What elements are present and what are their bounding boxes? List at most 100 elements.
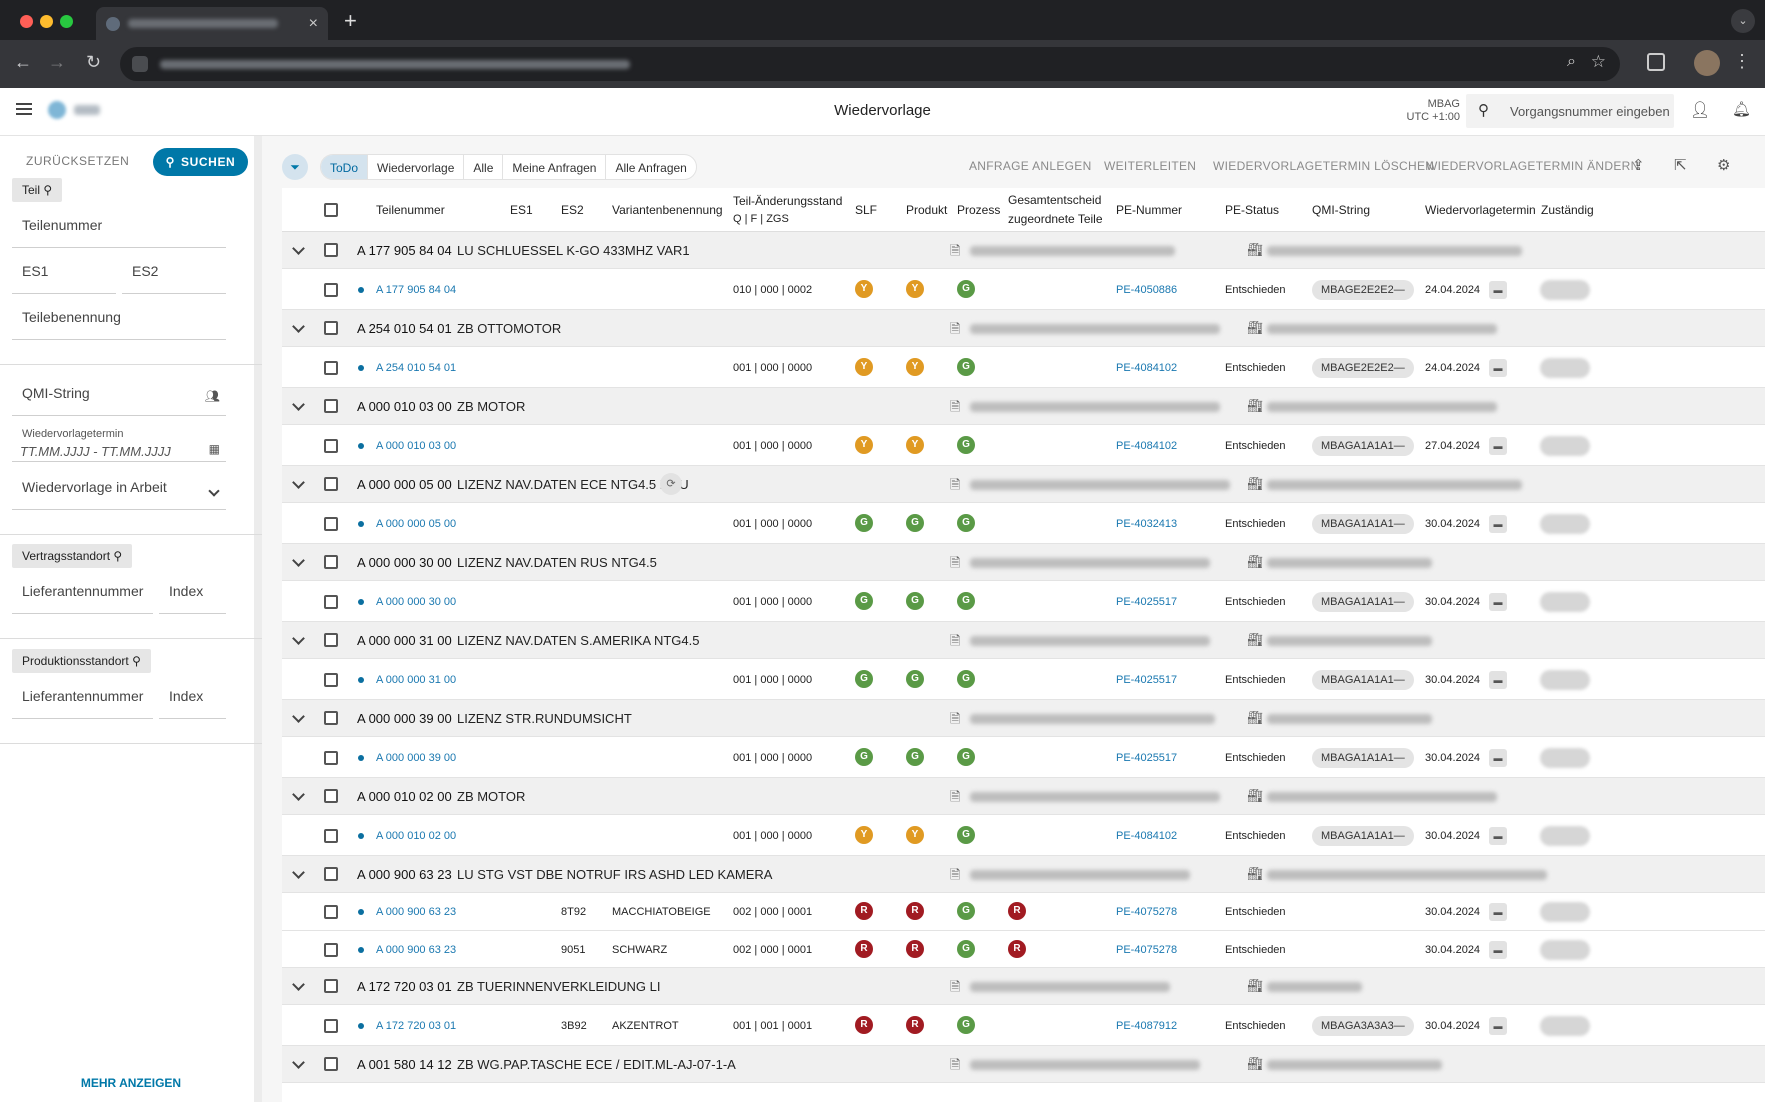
group-row[interactable]: A 254 010 54 01 ZB OTTOMOTOR 🗎︎ 🏭︎ — [282, 310, 1765, 347]
group-row[interactable]: A 177 905 84 04 LU SCHLUESSEL K-GO 433MHZ… — [282, 232, 1765, 269]
menu-icon[interactable] — [16, 103, 32, 115]
row-checkbox[interactable] — [324, 321, 338, 335]
comment-icon[interactable]: ▬ — [1489, 593, 1507, 611]
col-slf[interactable]: SLF — [855, 203, 878, 217]
comment-icon[interactable]: ▬ — [1489, 903, 1507, 921]
filter-chip-vertragsstandort[interactable]: Vertragsstandort ⚲ — [12, 544, 133, 568]
table-row[interactable]: A 000 900 63 23 8T92 MACCHIATOBEIGE 002 | 0… — [282, 893, 1765, 931]
row-checkbox[interactable] — [324, 243, 338, 257]
row-checkbox[interactable] — [324, 943, 338, 957]
comment-icon[interactable]: ▬ — [1489, 749, 1507, 767]
chevron-down-icon[interactable] — [292, 1056, 305, 1069]
part-number-link[interactable]: A 000 000 39 00 — [376, 752, 457, 764]
part-number-link[interactable]: A 172 720 03 01 — [376, 1020, 457, 1032]
chevron-down-icon[interactable] — [292, 788, 305, 801]
group-row[interactable]: A 000 010 02 00 ZB MOTOR 🗎︎ 🏭︎ — [282, 778, 1765, 815]
tab-alle[interactable]: Alle — [464, 155, 504, 179]
document-icon[interactable]: 🗎︎ — [950, 633, 961, 648]
calendar-icon[interactable]: ▦ — [208, 442, 220, 456]
col-qmi-string[interactable]: QMI-String — [1312, 203, 1371, 217]
comment-icon[interactable]: ▬ — [1489, 515, 1507, 533]
col-pe-status[interactable]: PE-Status — [1225, 203, 1280, 217]
people-icon[interactable]: 👥︎ — [204, 389, 220, 403]
create-request-button[interactable]: ANFRAGE ANLEGEN — [969, 159, 1092, 173]
pe-number-link[interactable]: PE-4084102 — [1116, 830, 1178, 842]
row-checkbox[interactable] — [324, 439, 338, 453]
es2-field[interactable]: ES2 — [122, 254, 226, 294]
pe-number-link[interactable]: PE-4084102 — [1116, 362, 1178, 374]
pe-number-link[interactable]: PE-4032413 — [1116, 518, 1178, 530]
part-number-link[interactable]: A 000 900 63 23 — [376, 944, 457, 956]
col-aenderungsstand[interactable]: Teil-Änderungsstand — [733, 194, 843, 208]
row-checkbox[interactable] — [324, 555, 338, 569]
teilenummer-field[interactable]: Teilenummer — [12, 208, 226, 248]
part-number-link[interactable]: A 254 010 54 01 — [376, 362, 457, 374]
delete-followup-date-button[interactable]: WIEDERVORLAGETERMIN LÖSCHEN — [1213, 159, 1435, 173]
pe-number-link[interactable]: PE-4087912 — [1116, 1020, 1178, 1032]
comment-icon[interactable]: ▬ — [1489, 1017, 1507, 1035]
group-row[interactable]: A 000 000 30 00 LIZENZ NAV.DATEN RUS NTG4… — [282, 544, 1765, 581]
group-row[interactable]: A 001 580 14 12 ZB WG.PAP.TASCHE ECE / ED… — [282, 1046, 1765, 1083]
document-icon[interactable]: 🗎︎ — [950, 399, 961, 414]
table-row[interactable]: A 172 720 03 01 3B92 AKZENTROT 001 | 001 | … — [282, 1005, 1765, 1046]
group-row[interactable]: A 000 900 63 23 LU STG VST DBE NOTRUF IRS… — [282, 856, 1765, 893]
table-row[interactable]: A 000 000 39 00 001 | 000 | 0000 G G G PE-402… — [282, 737, 1765, 778]
chevron-down-icon[interactable] — [292, 710, 305, 723]
part-number-link[interactable]: A 000 000 05 00 — [376, 518, 457, 530]
part-number-link[interactable]: A 000 010 03 00 — [376, 440, 457, 452]
col-produkt[interactable]: Produkt — [906, 203, 948, 217]
site-info-icon[interactable] — [132, 56, 148, 72]
forward-button[interactable]: WEITERLEITEN — [1104, 159, 1197, 173]
bookmark-star-icon[interactable]: ☆ — [1590, 52, 1606, 71]
es1-field[interactable]: ES1 — [12, 254, 116, 294]
minimize-window-button[interactable] — [40, 15, 53, 28]
qmi-string-field[interactable]: QMI-String 👥︎ — [12, 376, 226, 416]
user-icon[interactable]: 👤︎ — [1690, 102, 1711, 119]
row-checkbox[interactable] — [324, 1019, 338, 1033]
group-row[interactable]: A 000 010 03 00 ZB MOTOR 🗎︎ 🏭︎ — [282, 388, 1765, 425]
group-row[interactable]: A 000 000 31 00 LIZENZ NAV.DATEN S.AMERIK… — [282, 622, 1765, 659]
settings-gear-icon[interactable]: ⚙ — [1717, 157, 1731, 174]
row-checkbox[interactable] — [324, 673, 338, 687]
tab-alle-anfragen[interactable]: Alle Anfragen — [615, 161, 687, 175]
export-icon[interactable]: ⇱ — [1674, 157, 1687, 174]
wiedervorlage-status-select[interactable]: Wiedervorlage in Arbeit — [12, 470, 226, 510]
row-checkbox[interactable] — [324, 1057, 338, 1071]
document-icon[interactable]: 🗎︎ — [950, 789, 961, 804]
extensions-icon[interactable] — [1647, 53, 1665, 71]
select-all-checkbox[interactable] — [324, 203, 338, 217]
zoom-icon[interactable]: ⌕ — [1567, 53, 1576, 70]
chevron-down-icon[interactable] — [292, 320, 305, 333]
tab-close-icon[interactable]: × — [308, 14, 318, 32]
document-icon[interactable]: 🗎︎ — [950, 477, 961, 492]
chevron-down-icon[interactable] — [292, 632, 305, 645]
browser-menu-icon[interactable]: ⋮ — [1733, 51, 1751, 71]
row-checkbox[interactable] — [324, 789, 338, 803]
document-icon[interactable]: 🗎︎ — [950, 711, 961, 726]
table-row[interactable]: A 000 000 05 00 001 | 000 | 0000 G G G PE-403… — [282, 503, 1765, 544]
browser-tab[interactable]: × — [96, 7, 328, 40]
comment-icon[interactable]: ▬ — [1489, 359, 1507, 377]
search-button[interactable]: ⚲ SUCHEN — [153, 148, 248, 176]
tab-meine-anfragen[interactable]: Meine Anfragen — [503, 155, 607, 179]
document-icon[interactable]: 🗎︎ — [950, 979, 961, 994]
document-icon[interactable]: 🗎︎ — [950, 867, 961, 882]
col-variantenbenennung[interactable]: Variantenbenennung — [612, 203, 723, 217]
row-checkbox[interactable] — [324, 399, 338, 413]
col-gesamtentscheid[interactable]: Gesamtentscheid — [1008, 193, 1102, 207]
col-pe-nummer[interactable]: PE-Nummer — [1116, 203, 1183, 217]
document-icon[interactable]: 🗎︎ — [950, 1057, 961, 1072]
forward-icon[interactable]: → — [48, 52, 66, 72]
profile-avatar[interactable] — [1694, 50, 1720, 76]
refresh-icon[interactable]: ⟳ — [660, 473, 682, 495]
group-row[interactable]: A 172 720 03 01 ZB TUERINNENVERKLEIDUNG L… — [282, 968, 1765, 1005]
document-icon[interactable]: 🗎︎ — [950, 555, 961, 570]
vertrag-index-field[interactable]: Index — [159, 574, 226, 614]
change-followup-date-button[interactable]: WIEDERVORLAGETERMIN ÄNDERN — [1426, 159, 1640, 173]
show-more-button[interactable]: MEHR ANZEIGEN — [80, 1076, 182, 1090]
chevron-down-icon[interactable] — [292, 398, 305, 411]
table-row[interactable]: A 000 900 63 23 9051 SCHWARZ 002 | 000 | 00… — [282, 931, 1765, 968]
comment-icon[interactable]: ▬ — [1489, 941, 1507, 959]
share-icon[interactable]: ⇪ — [1632, 157, 1645, 174]
chevron-down-icon[interactable] — [292, 554, 305, 567]
